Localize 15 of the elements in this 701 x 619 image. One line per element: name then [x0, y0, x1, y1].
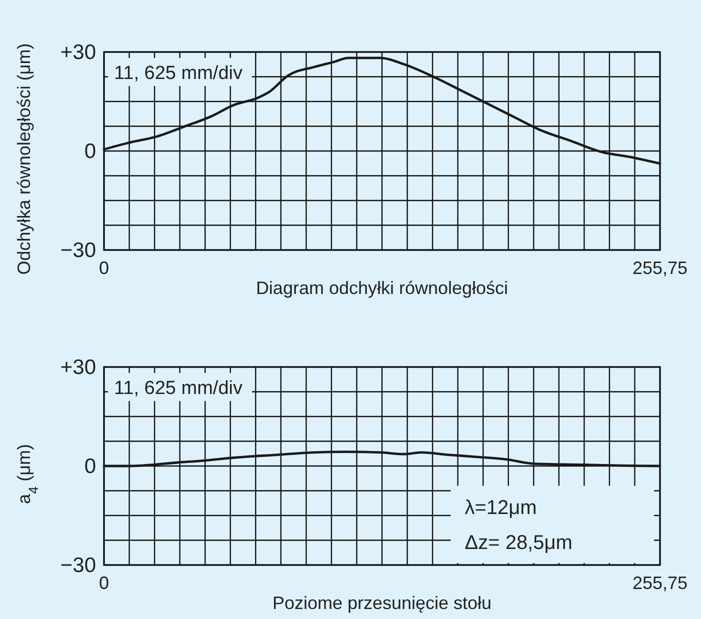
annotation: 11, 625 mm/div: [114, 63, 243, 84]
y-tick-label: −30: [60, 554, 96, 577]
annotation: 11, 625 mm/div: [114, 378, 243, 399]
y-axis-title: Odchyłka równoległości (μm): [14, 43, 34, 275]
y-tick-label: +30: [60, 356, 96, 379]
x-axis-title: Diagram odchyłki równoległości: [256, 278, 508, 298]
annotation: λ=12μm: [464, 496, 537, 519]
y-tick-label: −30: [60, 239, 96, 262]
y-tick-label: 0: [84, 140, 96, 163]
x-axis-title: Poziome przesunięcie stołu: [272, 593, 492, 613]
y-tick-label: +30: [60, 41, 96, 64]
x-tick-label: 255,75: [632, 258, 688, 278]
y-tick-label: 0: [84, 455, 96, 478]
x-tick-label: 255,75: [632, 573, 688, 593]
annotation: Δz= 28,5μm: [464, 532, 572, 554]
